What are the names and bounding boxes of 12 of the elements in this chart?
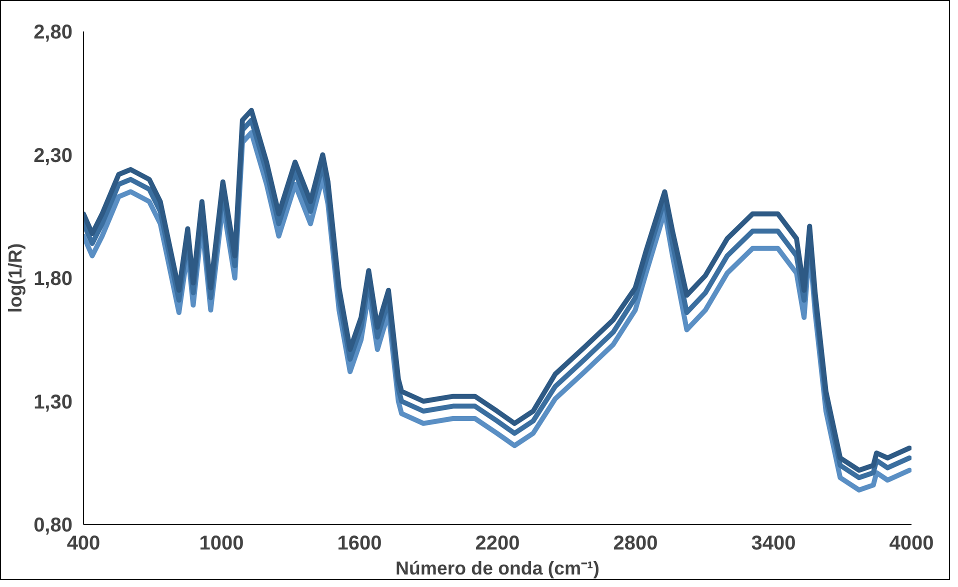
y-tick-label: 1,30 xyxy=(34,391,73,414)
y-tick-label: 2,80 xyxy=(34,22,73,44)
x-axis-title: Número de onda (cm⁻¹) xyxy=(396,558,600,578)
x-tick-label: 1000 xyxy=(199,532,244,554)
x-tick-label: 2200 xyxy=(475,532,520,554)
y-axis-title: log(1/R) xyxy=(4,243,26,313)
x-tick-label: 4000 xyxy=(889,532,934,554)
y-tick-label: 2,30 xyxy=(34,144,73,167)
x-tick-label: 2800 xyxy=(613,532,658,554)
y-tick-label: 1,80 xyxy=(34,268,73,290)
x-tick-label: 1600 xyxy=(337,532,382,554)
x-tick-label: 3400 xyxy=(751,532,796,554)
